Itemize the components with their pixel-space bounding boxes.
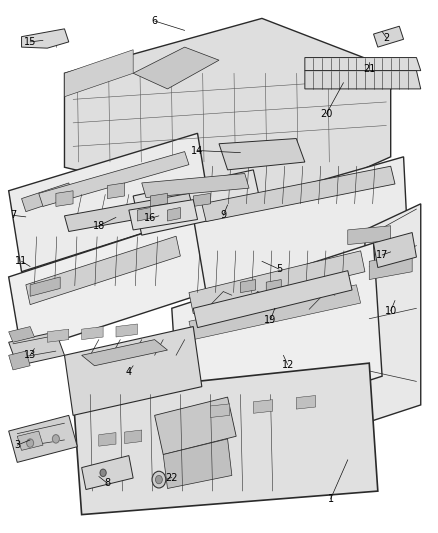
Polygon shape	[374, 26, 403, 47]
Polygon shape	[47, 329, 69, 342]
Polygon shape	[64, 327, 202, 415]
Polygon shape	[64, 50, 133, 97]
Text: 21: 21	[363, 64, 375, 74]
Text: 16: 16	[144, 213, 156, 223]
Text: 10: 10	[385, 306, 397, 316]
Polygon shape	[266, 280, 281, 293]
Polygon shape	[305, 58, 421, 71]
Polygon shape	[21, 29, 69, 48]
Polygon shape	[17, 431, 43, 450]
Polygon shape	[99, 433, 116, 446]
Polygon shape	[64, 19, 391, 214]
Text: 1: 1	[328, 494, 334, 504]
Polygon shape	[133, 47, 219, 89]
Polygon shape	[39, 151, 189, 206]
Text: 8: 8	[104, 478, 110, 488]
Polygon shape	[107, 183, 124, 199]
Polygon shape	[369, 254, 412, 280]
Text: 20: 20	[320, 109, 332, 119]
Text: 12: 12	[282, 360, 294, 370]
Polygon shape	[172, 243, 382, 441]
Polygon shape	[81, 327, 103, 340]
Polygon shape	[253, 400, 272, 413]
Polygon shape	[129, 200, 198, 230]
Polygon shape	[138, 207, 150, 221]
Text: 7: 7	[10, 211, 16, 220]
Polygon shape	[305, 71, 421, 89]
Polygon shape	[26, 236, 180, 305]
Text: 6: 6	[152, 16, 158, 26]
Polygon shape	[9, 351, 30, 370]
Text: 13: 13	[24, 350, 36, 360]
Polygon shape	[163, 439, 232, 488]
Polygon shape	[116, 324, 138, 337]
Polygon shape	[210, 404, 230, 417]
Polygon shape	[142, 174, 249, 198]
Polygon shape	[202, 166, 395, 222]
Polygon shape	[193, 193, 210, 206]
Polygon shape	[124, 430, 142, 443]
Circle shape	[53, 435, 59, 443]
Polygon shape	[348, 226, 391, 245]
Polygon shape	[9, 327, 35, 342]
Polygon shape	[9, 332, 64, 366]
Polygon shape	[81, 456, 133, 489]
Circle shape	[155, 475, 162, 484]
Polygon shape	[189, 251, 365, 313]
Text: 5: 5	[276, 264, 282, 274]
Polygon shape	[240, 280, 255, 293]
Text: 22: 22	[166, 473, 178, 482]
Circle shape	[152, 471, 166, 488]
Circle shape	[100, 469, 106, 477]
Text: 17: 17	[376, 250, 389, 260]
Polygon shape	[193, 157, 408, 303]
Polygon shape	[150, 193, 167, 206]
Polygon shape	[167, 207, 180, 221]
Polygon shape	[189, 285, 360, 340]
Polygon shape	[9, 133, 210, 272]
Text: 14: 14	[191, 146, 204, 156]
Polygon shape	[9, 415, 78, 463]
Text: 11: 11	[15, 256, 28, 266]
Circle shape	[27, 439, 34, 447]
Polygon shape	[73, 363, 378, 515]
Text: 3: 3	[14, 440, 20, 450]
Text: 15: 15	[24, 37, 36, 47]
Polygon shape	[155, 397, 236, 455]
Text: 2: 2	[383, 33, 389, 43]
Polygon shape	[9, 217, 206, 353]
Polygon shape	[193, 271, 352, 328]
Polygon shape	[81, 340, 167, 366]
Text: 18: 18	[93, 221, 105, 231]
Text: 19: 19	[265, 315, 277, 325]
Polygon shape	[21, 183, 73, 212]
Polygon shape	[133, 170, 262, 235]
Polygon shape	[365, 204, 421, 423]
Polygon shape	[219, 139, 305, 170]
Polygon shape	[30, 277, 60, 296]
Polygon shape	[64, 193, 193, 231]
Polygon shape	[374, 232, 417, 268]
Text: 4: 4	[126, 367, 132, 377]
Text: 9: 9	[220, 211, 226, 220]
Polygon shape	[56, 191, 73, 206]
Polygon shape	[296, 395, 315, 409]
